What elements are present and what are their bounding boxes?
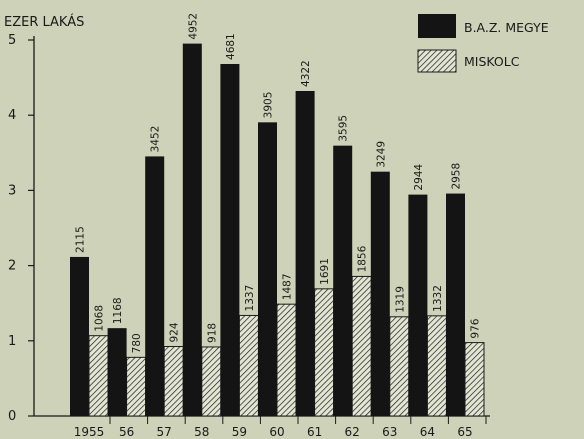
bar-baz-megye (258, 122, 277, 417)
data-label-miskolc: 1487 (282, 273, 294, 300)
data-label-baz-megye: 3595 (338, 115, 350, 142)
bar-baz-megye (446, 193, 465, 416)
data-label-miskolc: 1332 (432, 285, 444, 312)
bar-miskolc (351, 275, 372, 417)
data-label-baz-megye: 4681 (225, 33, 237, 60)
bar-baz-megye (145, 156, 165, 416)
data-label-baz-megye: 4322 (300, 60, 312, 87)
data-label-miskolc: 1337 (244, 285, 256, 312)
x-tick-label: 58 (194, 425, 209, 439)
bar-baz-megye (70, 256, 89, 416)
data-label-baz-megye: 2958 (451, 163, 463, 190)
data-label-baz-megye: 2115 (75, 226, 87, 253)
bar-miskolc (163, 346, 184, 417)
data-label-miskolc: 1856 (357, 245, 369, 272)
legend: B.A.Z. MEGYE MISKOLC (417, 14, 549, 73)
y-tick-label: 2 (8, 259, 16, 274)
bar-miskolc (314, 288, 335, 417)
legend-label-baz-megye: B.A.Z. MEGYE (464, 20, 549, 35)
bar-baz-megye (107, 328, 127, 416)
data-label-baz-megye: 3249 (375, 141, 387, 168)
bar-baz-megye (333, 145, 353, 416)
x-tick-label: 65 (457, 425, 472, 439)
legend-swatch-baz-megye (418, 14, 456, 38)
x-tick-label: 1955 (74, 425, 105, 439)
bar-baz-megye (408, 194, 428, 416)
data-label-miskolc: 1319 (394, 286, 406, 313)
bar-baz-megye (182, 43, 202, 417)
x-tick-label: 64 (420, 425, 435, 439)
data-label-baz-megye: 1168 (112, 297, 124, 324)
x-tick-label: 61 (307, 425, 322, 439)
bar-miskolc (389, 316, 410, 417)
y-tick-label: 5 (8, 33, 16, 48)
data-label-baz-megye: 3905 (263, 92, 275, 119)
y-tick-label: 3 (8, 183, 16, 198)
y-tick-label: 0 (8, 409, 16, 424)
bar-miskolc (238, 314, 259, 417)
bar-miskolc (276, 303, 297, 417)
x-tick-label: 59 (232, 425, 247, 439)
data-label-miskolc: 1068 (94, 305, 106, 332)
data-label-miskolc: 1691 (319, 258, 331, 285)
x-tick-label: 63 (382, 425, 397, 439)
x-tick-label: 56 (119, 425, 134, 439)
data-label-baz-megye: 3452 (150, 126, 162, 153)
x-tick-label: 62 (345, 425, 360, 439)
legend-swatch-miskolc (417, 49, 457, 73)
x-tick-label: 60 (269, 425, 284, 439)
bar-miskolc (426, 315, 447, 417)
bar-baz-megye (370, 171, 390, 416)
data-label-baz-megye: 4952 (187, 13, 199, 40)
bar-baz-megye (220, 63, 240, 416)
bar-miskolc (126, 356, 147, 417)
y-axis-title: EZER LAKÁS (4, 14, 84, 30)
data-label-baz-megye: 2944 (413, 164, 425, 191)
y-tick-label: 4 (8, 108, 16, 123)
data-label-miskolc: 976 (470, 318, 482, 338)
bar-miskolc (464, 342, 485, 417)
bar-miskolc (201, 346, 222, 417)
data-label-miskolc: 918 (206, 323, 218, 343)
plot-area: 0 1 2 3 4 5 2115 1068 1955 1168 780 56 3452 924 57 4952… (8, 13, 490, 439)
data-label-miskolc: 780 (131, 333, 143, 353)
bar-baz-megye (295, 90, 315, 417)
data-label-miskolc: 924 (169, 322, 181, 342)
y-tick-label: 1 (8, 334, 16, 349)
bar-miskolc (88, 335, 109, 417)
legend-label-miskolc: MISKOLC (464, 54, 520, 69)
x-tick-label: 57 (157, 425, 172, 439)
